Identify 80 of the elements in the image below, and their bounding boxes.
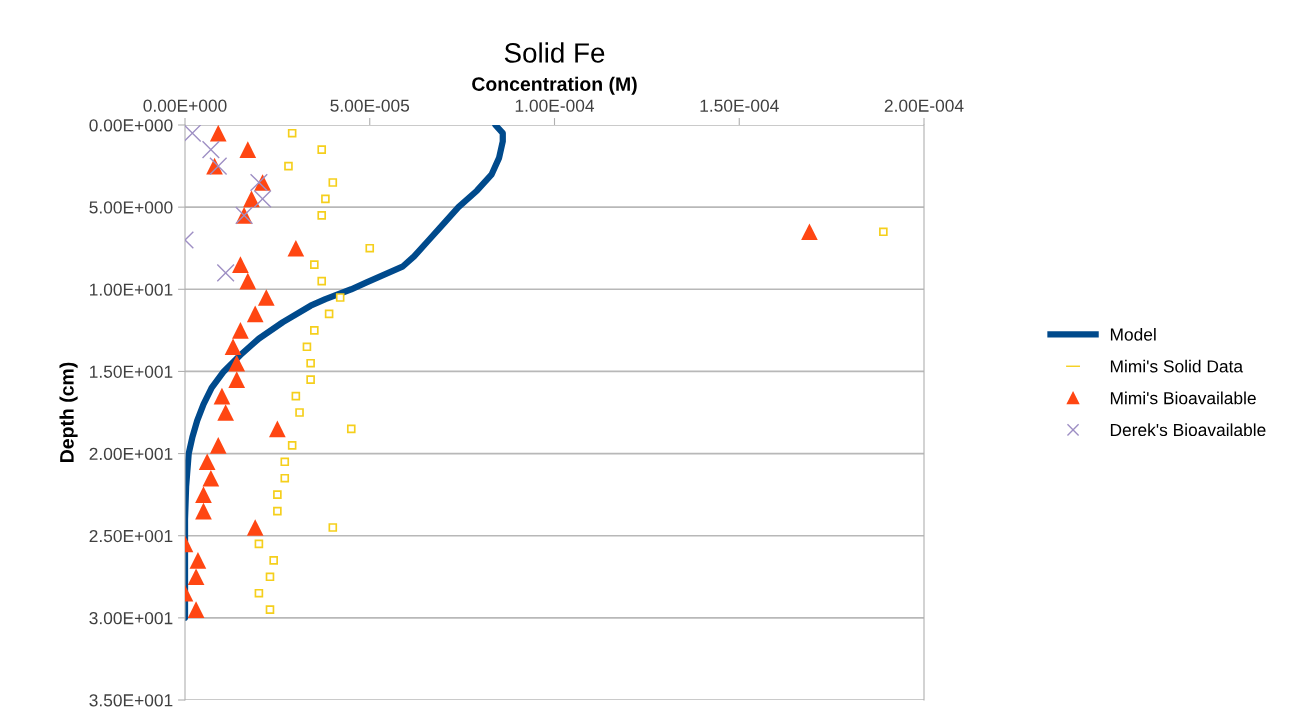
point [879,227,888,237]
point [306,358,315,368]
point [321,194,330,204]
point [317,211,327,220]
y-tick-label: 1.00E+001 [90,283,173,296]
y-tick-label: 3.50E+001 [89,694,173,707]
point [209,157,228,176]
point [273,506,282,516]
point [239,272,257,290]
legend-label: Mimi's Bioavailable [1110,391,1256,405]
point [365,243,375,253]
point [185,125,202,143]
point [232,322,249,339]
point [217,404,234,421]
point [328,523,338,532]
point [246,519,264,536]
point [284,161,293,171]
point [269,556,278,565]
point [187,568,205,586]
point [310,326,319,335]
y-tick-label: 1.50E+001 [90,365,173,378]
point [280,473,290,483]
x-tick-label: 5.00E-005 [330,99,410,112]
point [317,145,327,154]
point [202,469,220,487]
point [280,457,290,467]
point [291,391,301,401]
y-axis-title: Depth (cm) [59,362,78,462]
point [224,338,242,356]
point [201,140,220,159]
point [257,289,275,306]
point [273,490,282,499]
point [269,420,286,438]
point [335,293,345,302]
point [198,453,216,471]
point [209,125,227,142]
y-tick-label: 5.00E+000 [89,201,173,214]
legend-label: Derek's Bioavailable [1110,423,1266,437]
y-tick-label: 3.00E+001 [89,612,173,625]
point [195,502,212,520]
point [189,552,207,569]
point [228,354,246,372]
point [287,128,297,138]
x-axis-title: Concentration (M) [472,76,637,95]
x-tick-label: 0.00E+000 [143,99,227,112]
point [187,601,205,618]
x-tick-label: 1.00E-004 [515,99,595,112]
point [213,387,231,405]
y-tick-label: 0.00E+000 [89,119,173,132]
point [265,605,275,614]
point [249,173,268,192]
point [232,256,249,273]
point [265,572,275,582]
point [216,263,235,282]
chart-title: Solid Fe [504,42,605,63]
point [195,486,212,503]
point [801,223,818,241]
point [287,239,305,257]
point [228,371,246,388]
legend-label: Model [1110,327,1156,341]
y-tick-label: 2.00E+001 [89,447,173,461]
point [287,441,297,450]
point [328,178,338,187]
point [306,375,315,384]
point [254,539,264,549]
point [254,588,264,598]
point [246,305,264,323]
y-tick-label: 2.50E+001 [89,529,173,543]
point [346,424,356,434]
point [324,309,334,319]
point [302,342,312,352]
point [209,437,227,454]
point [253,189,272,208]
point [239,141,257,158]
legend-label: Mimi's Solid Data [1110,359,1244,373]
x-tick-label: 1.50E-004 [700,99,779,112]
point [317,276,327,286]
x-tick-label: 2.00E-004 [884,99,964,112]
point [310,260,319,269]
point [295,408,304,417]
